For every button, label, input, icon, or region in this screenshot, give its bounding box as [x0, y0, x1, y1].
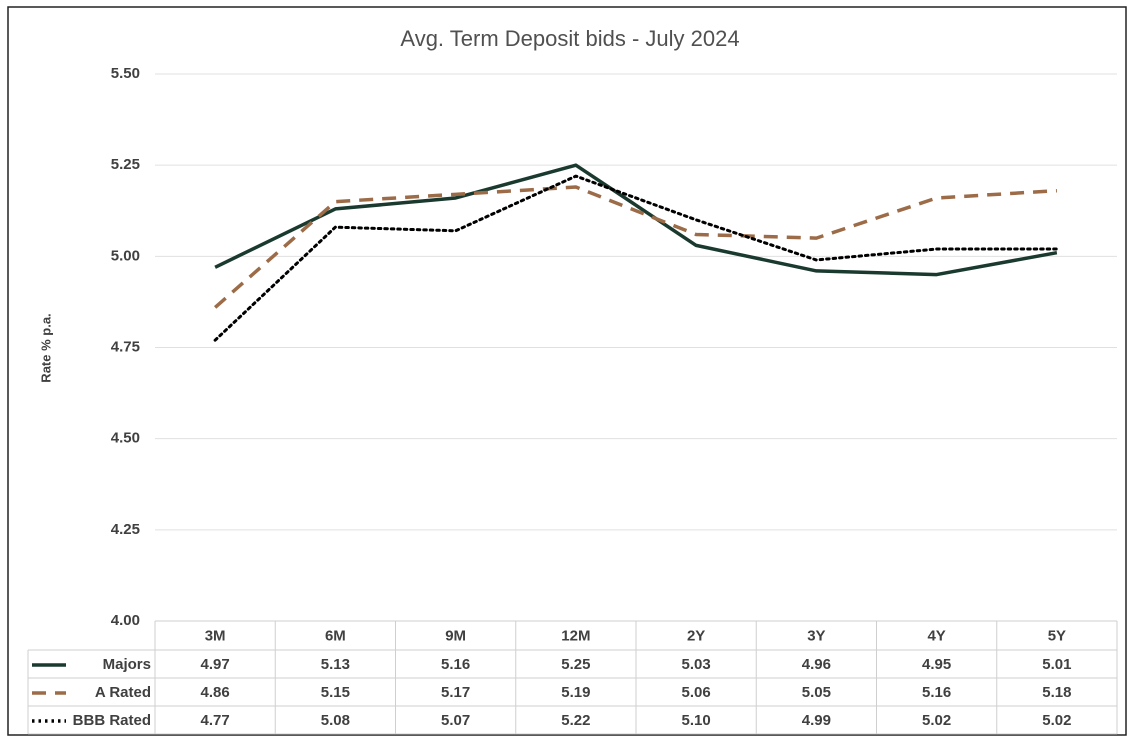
x-tick-label: 5Y — [1048, 627, 1066, 644]
y-tick-label: 5.25 — [111, 156, 140, 173]
value-label: 5.02 — [1042, 712, 1071, 729]
legend-label: BBB Rated — [73, 712, 151, 729]
y-tick-label: 4.50 — [111, 430, 140, 447]
value-label: 5.13 — [321, 656, 350, 673]
y-tick-label: 4.00 — [111, 612, 140, 629]
series-line — [213, 185, 1057, 309]
value-label: 4.96 — [802, 656, 831, 673]
value-label: 5.16 — [922, 684, 951, 701]
y-tick-label: 4.75 — [111, 338, 140, 355]
x-tick-label: 3Y — [807, 627, 825, 644]
chart-title: Avg. Term Deposit bids - July 2024 — [400, 26, 739, 51]
value-label: 5.05 — [802, 684, 831, 701]
y-tick-label: 4.25 — [111, 521, 140, 538]
value-label: 5.07 — [441, 712, 470, 729]
chart-border — [7, 6, 1127, 736]
value-label: 5.06 — [682, 684, 711, 701]
value-label: 5.25 — [561, 656, 590, 673]
value-label: 5.01 — [1042, 656, 1071, 673]
value-label: 4.97 — [201, 656, 230, 673]
x-tick-label: 6M — [325, 627, 346, 644]
value-label: 5.08 — [321, 712, 350, 729]
value-label: 5.16 — [441, 656, 470, 673]
series-line — [214, 163, 1058, 277]
value-label: 5.19 — [561, 684, 590, 701]
value-label: 5.03 — [682, 656, 711, 673]
value-label: 5.17 — [441, 684, 470, 701]
value-label: 5.10 — [682, 712, 711, 729]
y-tick-label: 5.00 — [111, 247, 140, 264]
value-label: 5.15 — [321, 684, 350, 701]
legend-label: Majors — [103, 656, 151, 673]
x-tick-label: 4Y — [927, 627, 945, 644]
series-line — [213, 174, 1059, 342]
value-label: 5.18 — [1042, 684, 1071, 701]
y-tick-label: 5.50 — [111, 65, 140, 82]
value-label: 5.22 — [561, 712, 590, 729]
x-tick-label: 3M — [205, 627, 226, 644]
value-label: 5.02 — [922, 712, 951, 729]
y-axis-label: Rate % p.a. — [38, 313, 53, 382]
value-label: 4.95 — [922, 656, 951, 673]
x-tick-label: 9M — [445, 627, 466, 644]
value-label: 4.99 — [802, 712, 831, 729]
x-tick-label: 2Y — [687, 627, 705, 644]
legend-label: A Rated — [95, 684, 151, 701]
value-label: 4.77 — [201, 712, 230, 729]
x-tick-label: 12M — [561, 627, 590, 644]
value-label: 4.86 — [201, 684, 230, 701]
